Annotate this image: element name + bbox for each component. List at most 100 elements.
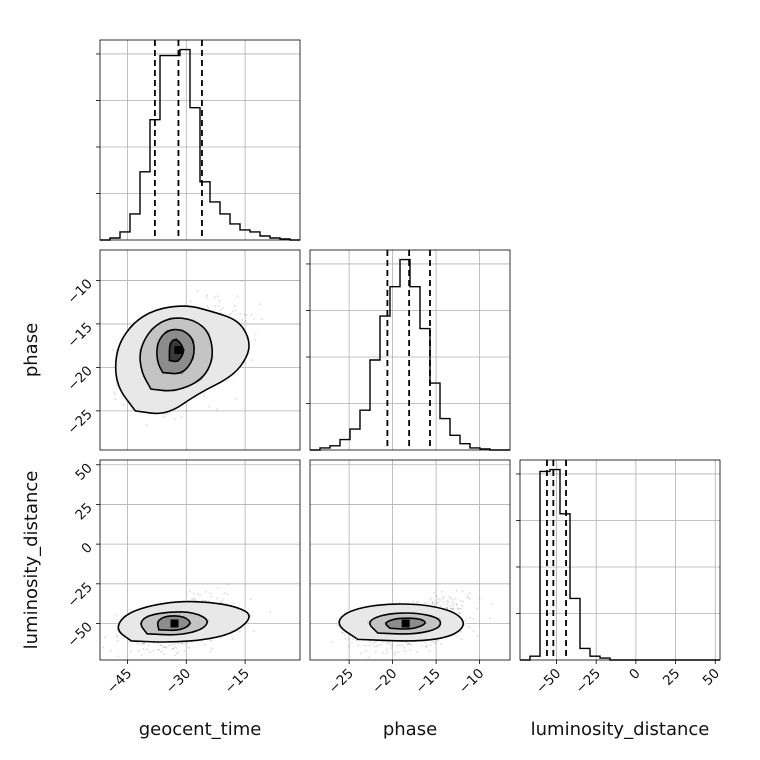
x-tick-label: −50 — [533, 666, 564, 697]
sample-point — [391, 644, 393, 647]
sample-point — [446, 607, 449, 610]
sample-point — [347, 638, 350, 641]
sample-point — [195, 599, 198, 602]
sample-point — [455, 635, 458, 638]
sample-point — [428, 650, 431, 652]
sample-point — [216, 587, 219, 589]
sample-point — [457, 608, 459, 611]
sample-point — [219, 600, 222, 603]
histogram-geocent-time — [100, 48, 300, 241]
sample-point — [430, 597, 433, 599]
sample-point — [381, 641, 384, 643]
sample-point — [428, 598, 431, 601]
x-tick-label: 50 — [700, 666, 723, 689]
sample-point — [211, 647, 214, 650]
sample-point — [250, 313, 253, 316]
sample-point — [137, 642, 140, 645]
sample-point — [431, 640, 434, 643]
sample-point — [390, 647, 392, 649]
sample-point — [352, 638, 355, 640]
sample-point — [142, 648, 145, 650]
x-tick-label: −45 — [104, 666, 135, 697]
sample-point — [446, 600, 448, 603]
sample-point — [174, 418, 176, 421]
sample-point — [416, 600, 419, 603]
sample-point — [187, 645, 189, 648]
sample-point — [375, 640, 378, 643]
sample-point — [409, 643, 412, 646]
sample-point — [233, 304, 236, 307]
sample-point — [447, 600, 450, 603]
sample-point — [193, 597, 195, 600]
sample-point — [148, 644, 150, 647]
y-tick-label: −25 — [64, 579, 95, 610]
sample-point — [173, 643, 176, 646]
sample-point — [251, 359, 254, 362]
sample-point — [189, 590, 191, 593]
sample-point — [412, 600, 415, 603]
sample-point — [489, 617, 491, 620]
sample-point — [153, 642, 155, 645]
sample-point — [433, 640, 436, 643]
sample-point — [214, 296, 216, 299]
sample-point — [368, 644, 371, 647]
sample-point — [259, 303, 262, 305]
sample-point — [145, 424, 148, 427]
sample-point — [209, 592, 212, 595]
sample-point — [178, 644, 181, 647]
histogram-luminosity-distance — [520, 468, 720, 661]
sample-point — [442, 596, 445, 598]
sample-point — [219, 309, 222, 311]
sample-point — [226, 583, 229, 586]
sample-point — [409, 649, 412, 651]
sample-point — [163, 415, 165, 418]
sample-point — [410, 644, 413, 646]
sample-point — [177, 651, 180, 653]
sample-point — [254, 339, 257, 341]
sample-point — [377, 643, 380, 646]
sample-point — [461, 590, 464, 593]
sample-point — [404, 650, 406, 652]
x-tick-label: −25 — [573, 666, 604, 697]
sample-point — [163, 645, 166, 648]
sample-point — [389, 643, 392, 645]
sample-point — [206, 305, 208, 308]
sample-point — [476, 607, 479, 610]
sample-point — [454, 597, 457, 600]
sample-point — [157, 642, 160, 645]
sample-point — [218, 304, 221, 307]
panel-frame — [519, 459, 721, 661]
sample-point — [102, 646, 105, 649]
sample-point — [216, 408, 218, 411]
sample-point — [240, 280, 243, 282]
sample-point — [254, 333, 257, 336]
contour-level-1 — [338, 603, 465, 642]
contour-level-2 — [369, 612, 442, 635]
sample-point — [424, 641, 427, 644]
sample-point — [122, 636, 124, 639]
y-tick-label: 25 — [72, 500, 95, 523]
y-tick-label: −15 — [64, 319, 95, 350]
sample-point — [140, 654, 143, 656]
sample-point — [455, 589, 458, 592]
sample-point — [425, 645, 428, 648]
sample-point — [458, 607, 461, 610]
sample-point — [140, 643, 143, 645]
sample-point — [170, 644, 173, 646]
x-axis-label-luminosity-distance: luminosity_distance — [531, 719, 710, 740]
sample-point — [136, 642, 138, 645]
sample-point — [367, 656, 370, 659]
sample-point — [186, 641, 189, 644]
pair-panel-luminosity-distance-vs-phase: −25 −20 −15 −10 — [309, 459, 511, 697]
sample-point — [208, 405, 210, 408]
sample-point — [386, 652, 389, 654]
y-tick-label: 0 — [78, 540, 95, 557]
sample-point — [199, 593, 201, 596]
sample-point — [226, 592, 228, 595]
sample-point — [112, 348, 114, 351]
hist-panel-phase — [306, 249, 511, 451]
x-tick-label: −15 — [221, 666, 252, 697]
sample-point — [396, 644, 399, 647]
sample-point — [159, 644, 162, 647]
sample-point — [206, 294, 209, 297]
